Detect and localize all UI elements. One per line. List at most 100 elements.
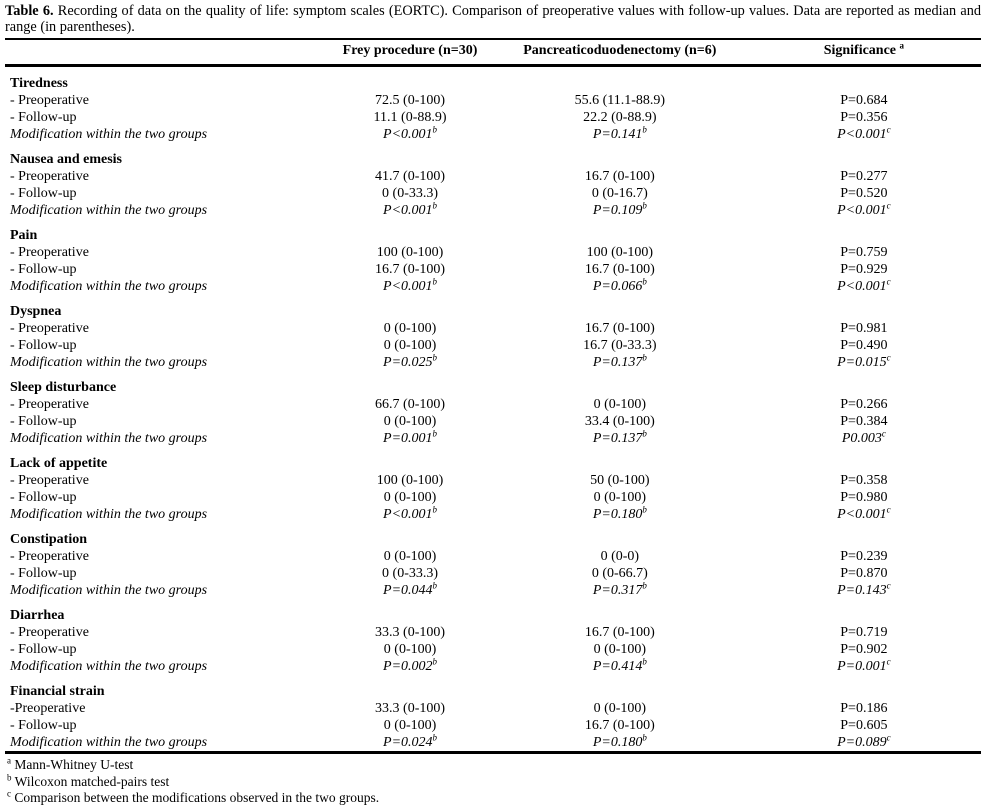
footnote-marker: b — [432, 200, 438, 211]
value-cell: P=0.180b — [592, 732, 647, 750]
value-cell: P=0.001b — [383, 428, 438, 446]
value-cell: 0 (0-33.3) — [382, 566, 439, 581]
row-label: Modification within the two groups — [10, 203, 208, 218]
row-label: Modification within the two groups — [10, 507, 208, 522]
value-cell: 0 (0-100) — [593, 397, 647, 412]
section-name: Diarrhea — [10, 608, 65, 623]
value-cell: 16.7 (0-100) — [584, 625, 655, 640]
footnote: c Comparison between the modifications o… — [7, 788, 380, 805]
row-label: - Preoperative — [10, 397, 89, 412]
section-header-row: Constipation — [5, 523, 981, 548]
data-row: - Follow-up 0 (0-100) 0 (0-100) P=0.980 — [5, 489, 981, 506]
section-header-row: Dyspnea — [5, 295, 981, 320]
row-label: - Preoperative — [10, 473, 89, 488]
value-cell: 11.1 (0-88.9) — [373, 110, 447, 125]
data-row: -Preoperative 33.3 (0-100) 0 (0-100) P=0.18… — [5, 700, 981, 717]
value-cell: 33.3 (0-100) — [375, 625, 446, 640]
value-cell: P=0.186 — [840, 701, 888, 716]
footnote-marker: c — [886, 124, 891, 135]
modification-row: Modification within the two groups P=0.02… — [5, 352, 981, 371]
footnote-marker: c — [881, 428, 886, 439]
section-header-row: Diarrhea — [5, 599, 981, 624]
data-row: - Follow-up 0 (0-33.3) 0 (0-66.7) P=0.870 — [5, 565, 981, 582]
value-cell: 0 (0-100) — [383, 642, 437, 657]
data-row: - Preoperative 0 (0-100) 16.7 (0-100) P=0.9… — [5, 320, 981, 337]
table-caption: Table 6. Recording of data on the qualit… — [5, 3, 981, 40]
row-label: -Preoperative — [10, 701, 86, 716]
value-cell: P<0.001b — [383, 200, 438, 218]
footnote-marker: b — [432, 276, 438, 287]
value-cell: P=0.684 — [840, 93, 888, 108]
value-cell: P=0.980 — [840, 490, 888, 505]
data-row: - Preoperative 72.5 (0-100) 55.6 (11.1-88.… — [5, 92, 981, 109]
value-cell: 0 (0-100) — [383, 414, 437, 429]
value-cell: P=0.180b — [592, 504, 647, 522]
col-header-pd-label: Pancreaticoduodenectomy (n=6) — [523, 43, 717, 58]
value-cell: P0.003c — [841, 428, 886, 446]
value-cell: 33.3 (0-100) — [375, 701, 446, 716]
value-cell: 100 (0-100) — [376, 245, 444, 260]
caption-text: Recording of data on the quality of life… — [5, 3, 981, 35]
value-cell: P<0.001b — [383, 124, 438, 142]
row-label: Modification within the two groups — [10, 355, 208, 370]
modification-row: Modification within the two groups P=0.04… — [5, 580, 981, 599]
footnote-marker: c — [886, 732, 891, 743]
row-label: - Follow-up — [10, 642, 77, 657]
value-cell: P=0.089c — [837, 732, 891, 750]
footnote-marker: c — [886, 200, 891, 211]
value-cell: P=0.605 — [840, 718, 888, 733]
row-label: Modification within the two groups — [10, 431, 208, 446]
row-label: - Follow-up — [10, 338, 77, 353]
value-cell: 16.7 (0-33.3) — [583, 338, 657, 353]
value-cell: P<0.001c — [837, 276, 891, 294]
value-cell: 55.6 (11.1-88.9) — [574, 93, 666, 108]
value-cell: P=0.024b — [383, 732, 438, 750]
modification-row: Modification within the two groups P<0.00… — [5, 276, 981, 295]
value-cell: P=0.759 — [840, 245, 888, 260]
footnote: a Mann-Whitney U-test — [7, 755, 134, 772]
value-cell: 100 (0-100) — [586, 245, 654, 260]
value-cell: 0 (0-100) — [593, 701, 647, 716]
modification-row: Modification within the two groups P<0.00… — [5, 124, 981, 143]
footnote-marker: a — [899, 40, 905, 51]
value-cell: 0 (0-0) — [600, 549, 640, 564]
value-cell: 0 (0-100) — [593, 490, 647, 505]
value-cell: P=0.277 — [840, 169, 888, 184]
value-cell: P<0.001c — [837, 504, 891, 522]
data-row: - Follow-up 0 (0-100) 16.7 (0-33.3) P=0.490 — [5, 337, 981, 354]
section-name: Nausea and emesis — [10, 152, 123, 167]
row-label: - Preoperative — [10, 93, 89, 108]
row-label: - Preoperative — [10, 625, 89, 640]
row-label: - Preoperative — [10, 245, 89, 260]
section-name: Constipation — [10, 532, 88, 547]
table-header: Frey procedure (n=30) Pancreaticoduodene… — [5, 40, 981, 67]
value-cell: P=0.490 — [840, 338, 888, 353]
section-header-row: Financial strain — [5, 675, 981, 700]
value-cell: P=0.044b — [383, 580, 438, 598]
footnote-marker: b — [432, 732, 438, 743]
footnote-marker: b — [432, 124, 438, 135]
value-cell: P=0.002b — [383, 656, 438, 674]
footnote-marker: b — [642, 428, 647, 439]
footnote-marker: b — [642, 504, 647, 515]
value-cell: P=0.066b — [592, 276, 647, 294]
value-cell: P=0.266 — [840, 397, 888, 412]
value-cell: P=0.141b — [592, 124, 647, 142]
value-cell: 16.7 (0-100) — [584, 262, 655, 277]
value-cell: P=0.015c — [837, 352, 891, 370]
value-cell: 0 (0-100) — [383, 321, 437, 336]
col-header-pancreaticoduodenectomy: Pancreaticoduodenectomy (n=6) — [492, 40, 747, 67]
data-row: - Follow-up 0 (0-33.3) 0 (0-16.7) P=0.520 — [5, 185, 981, 202]
modification-row: Modification within the two groups P<0.00… — [5, 200, 981, 219]
table-body: Tiredness - Preoperative 72.5 (0-100) 55.6 … — [5, 66, 981, 753]
row-label: Modification within the two groups — [10, 127, 208, 142]
value-cell: P<0.001b — [383, 276, 438, 294]
caption-label: Table 6. — [5, 3, 54, 19]
value-cell: 16.7 (0-100) — [584, 169, 655, 184]
col-header-empty — [5, 40, 328, 67]
footnote-marker: b — [7, 772, 12, 782]
value-cell: 16.7 (0-100) — [584, 321, 655, 336]
col-header-significance: Significance a — [746, 40, 981, 67]
value-cell: P=0.358 — [840, 473, 888, 488]
